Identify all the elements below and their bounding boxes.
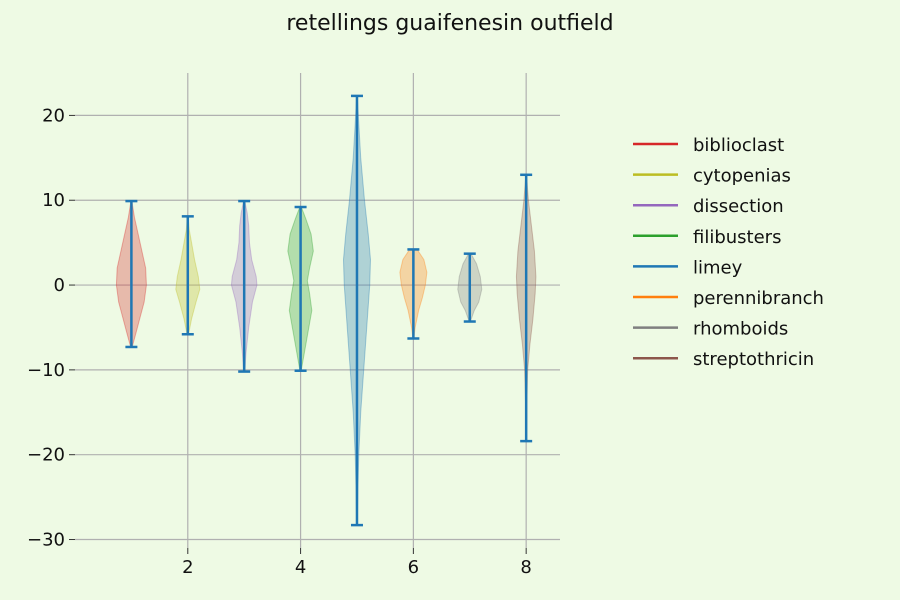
chart-title: retellings guaifenesin outfield: [286, 11, 613, 36]
y-tick-label: 20: [42, 105, 65, 126]
y-tick-label: 0: [54, 275, 65, 296]
legend-label: cytopenias: [693, 166, 791, 187]
violins: [115, 94, 537, 527]
legend-label: limey: [693, 257, 743, 278]
x-tick-label: 4: [295, 557, 306, 578]
legend-label: perennibranch: [693, 288, 824, 309]
x-tick-label: 2: [182, 557, 193, 578]
y-tick-label: −20: [27, 445, 65, 466]
legend-label: rhomboids: [693, 319, 788, 340]
legend-item: cytopenias: [633, 166, 791, 187]
legend-label: filibusters: [693, 227, 781, 248]
violin-limey: [342, 94, 371, 527]
y-tick-label: −10: [27, 360, 65, 381]
violin-streptothricin: [515, 173, 537, 443]
legend-item: perennibranch: [633, 288, 824, 309]
violin-cytopenias: [175, 215, 201, 336]
x-tick-label: 8: [520, 557, 531, 578]
legend-item: biblioclast: [633, 135, 784, 156]
legend-label: streptothricin: [693, 349, 814, 370]
violin-biblioclast: [115, 199, 147, 349]
legend-item: streptothricin: [633, 349, 814, 370]
legend-item: limey: [633, 257, 743, 278]
legend-label: dissection: [693, 196, 784, 217]
y-tick-label: −30: [27, 530, 65, 551]
violin-dissection: [230, 199, 258, 373]
violin-filibusters: [287, 205, 314, 372]
legend-item: filibusters: [633, 227, 781, 248]
violin-perennibranch: [399, 248, 428, 340]
grid: [75, 73, 560, 548]
legend-item: dissection: [633, 196, 784, 217]
y-tick-label: 10: [42, 190, 65, 211]
violin-rhomboids: [457, 252, 483, 323]
x-tick-label: 6: [408, 557, 419, 578]
legend-item: rhomboids: [633, 319, 788, 340]
legend: biblioclast cytopenias dissection filibuste…: [633, 135, 824, 370]
legend-label: biblioclast: [693, 135, 784, 156]
axes: 2 4 6 8 −30 −20 −10 0 10 20: [27, 105, 532, 578]
